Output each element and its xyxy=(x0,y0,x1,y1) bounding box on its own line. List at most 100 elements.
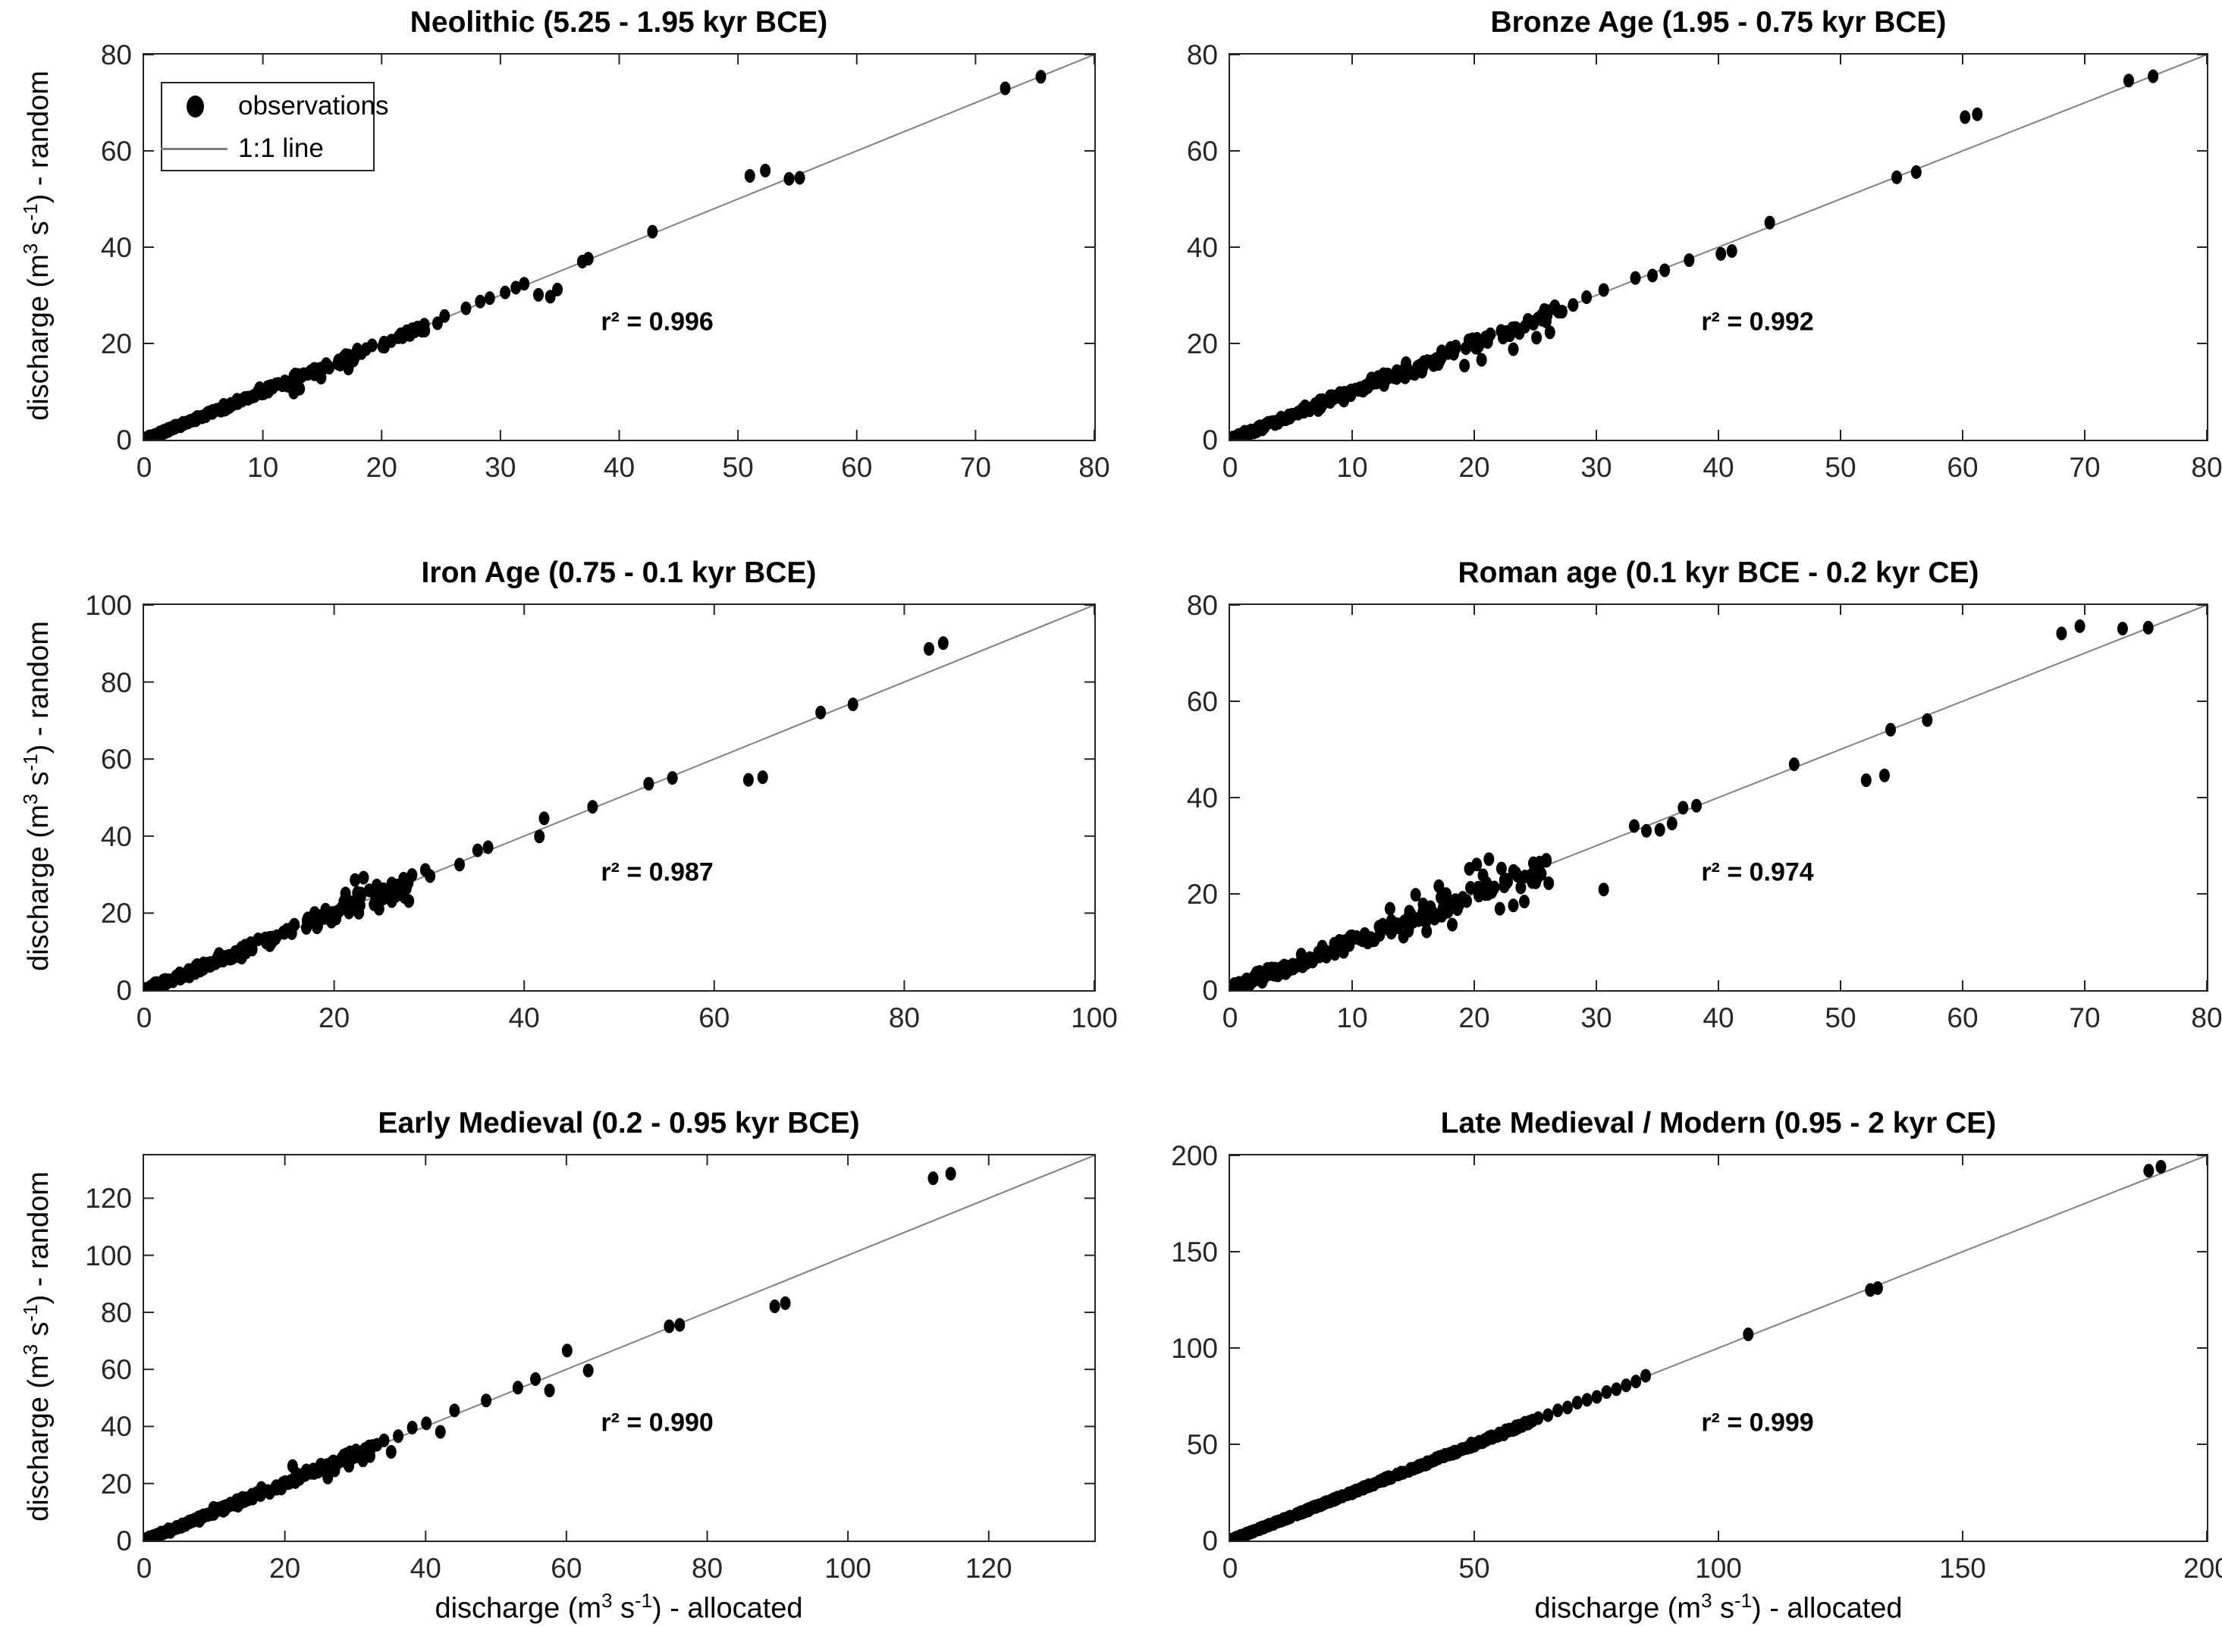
scatter-canvas xyxy=(144,55,1094,440)
x-tick-label: 60 xyxy=(841,452,873,483)
x-tick-label: 20 xyxy=(269,1553,301,1584)
identity-line-icon xyxy=(161,147,228,150)
r-squared-annotation: r² = 0.974 xyxy=(1701,857,1814,887)
x-tick-label: 70 xyxy=(2069,452,2101,483)
y-tick-label: 0 xyxy=(116,425,132,456)
legend-entry-observations: observations xyxy=(162,86,388,126)
x-tick-label: 20 xyxy=(1458,1002,1490,1033)
x-tick-label: 120 xyxy=(965,1553,1012,1584)
y-tick-label: 0 xyxy=(116,1525,132,1556)
x-tick-label: 0 xyxy=(1222,452,1238,483)
plot-area: r² = 0.999 xyxy=(1229,1154,2208,1542)
x-tick-label: 80 xyxy=(2191,1002,2222,1033)
y-tick-label: 60 xyxy=(1186,686,1218,717)
x-tick-label: 100 xyxy=(1695,1553,1742,1584)
x-tick-label: 100 xyxy=(824,1553,872,1584)
x-tick-label: 50 xyxy=(1458,1553,1490,1584)
r-squared-annotation: r² = 0.996 xyxy=(601,307,714,337)
y-tick-label: 20 xyxy=(100,328,132,359)
y-tick-label: 40 xyxy=(100,232,132,263)
r-squared-annotation: r² = 0.990 xyxy=(601,1408,714,1437)
x-tick-label: 0 xyxy=(136,1553,152,1584)
scatter-canvas xyxy=(144,605,1094,990)
scatter-canvas xyxy=(1230,1155,2207,1541)
observation-marker-icon xyxy=(186,95,204,118)
panel-iron-age: Iron Age (0.75 - 0.1 kyr BCE) discharge … xyxy=(0,550,1118,1101)
plot-area: r² = 0.974 xyxy=(1229,603,2208,992)
plot-area: r² = 0.992 xyxy=(1229,53,2208,441)
legend-symbol xyxy=(161,147,228,150)
y-tick-label: 40 xyxy=(1186,782,1218,813)
y-tick-label: 0 xyxy=(1202,425,1218,456)
panel-roman-age: Roman age (0.1 kyr BCE - 0.2 kyr CE) r² … xyxy=(1111,550,2222,1101)
x-tick-label: 80 xyxy=(1078,452,1110,483)
x-axis-label: discharge (m3 s-1) - allocated xyxy=(1534,1591,1903,1625)
x-tick-label: 60 xyxy=(1947,452,1979,483)
panel-title: Roman age (0.1 kyr BCE - 0.2 kyr CE) xyxy=(1458,556,1979,589)
y-tick-label: 20 xyxy=(100,1468,132,1500)
x-tick-label: 0 xyxy=(136,1002,152,1033)
panel-title: Iron Age (0.75 - 0.1 kyr BCE) xyxy=(421,556,817,589)
x-tick-label: 0 xyxy=(1222,1553,1238,1584)
x-tick-label: 150 xyxy=(1939,1553,1986,1584)
panel-neolithic: Neolithic (5.25 - 1.95 kyr BCE) discharg… xyxy=(0,0,1111,550)
plot-area: r² = 0.987 xyxy=(143,603,1096,992)
scatter-canvas xyxy=(1230,605,2207,990)
x-tick-label: 60 xyxy=(551,1553,582,1584)
panel-title: Late Medieval / Modern (0.95 - 2 kyr CE) xyxy=(1440,1107,1997,1139)
legend-label: observations xyxy=(238,91,389,121)
y-tick-label: 100 xyxy=(1171,1333,1218,1364)
legend-label: 1:1 line xyxy=(238,133,324,163)
y-tick-label: 80 xyxy=(100,666,132,698)
x-tick-label: 10 xyxy=(247,452,279,483)
y-tick-label: 150 xyxy=(1171,1237,1218,1268)
x-tick-label: 40 xyxy=(1703,452,1734,483)
x-tick-label: 20 xyxy=(1458,452,1490,483)
scatter-canvas xyxy=(144,1155,1094,1541)
y-tick-label: 0 xyxy=(1202,1525,1218,1556)
panel-early-medieval: Early Medieval (0.2 - 0.95 kyr BCE) disc… xyxy=(0,1101,1111,1652)
panel-title: Bronze Age (1.95 - 0.75 kyr BCE) xyxy=(1490,6,1947,39)
r-squared-annotation: r² = 0.999 xyxy=(1701,1408,1814,1437)
y-tick-label: 0 xyxy=(1202,975,1218,1006)
y-tick-label: 40 xyxy=(100,1411,132,1443)
y-tick-label: 40 xyxy=(1186,232,1218,263)
panel-title: Early Medieval (0.2 - 0.95 kyr BCE) xyxy=(378,1107,860,1139)
x-tick-label: 50 xyxy=(722,452,754,483)
legend-symbol xyxy=(162,95,228,118)
panel-title: Neolithic (5.25 - 1.95 kyr BCE) xyxy=(410,6,828,39)
x-tick-label: 200 xyxy=(2183,1553,2222,1584)
y-tick-label: 80 xyxy=(1186,590,1218,621)
y-tick-label: 20 xyxy=(1186,328,1218,359)
r-squared-annotation: r² = 0.987 xyxy=(601,857,714,887)
y-tick-label: 60 xyxy=(1186,136,1218,167)
y-tick-label: 100 xyxy=(85,590,132,621)
x-tick-label: 60 xyxy=(698,1002,730,1033)
panel-bronze-age: Bronze Age (1.95 - 0.75 kyr BCE) r² = 0.… xyxy=(1111,0,2222,550)
y-tick-label: 40 xyxy=(100,820,132,852)
x-tick-label: 80 xyxy=(888,1002,920,1033)
x-axis-label: discharge (m3 s-1) - allocated xyxy=(435,1591,803,1625)
legend: observations 1:1 line xyxy=(161,82,388,171)
plot-area: r² = 0.990 xyxy=(143,1154,1096,1542)
x-tick-label: 70 xyxy=(2069,1002,2101,1033)
x-tick-label: 80 xyxy=(2191,452,2222,483)
panel-late-medieval-modern: Late Medieval / Modern (0.95 - 2 kyr CE)… xyxy=(1111,1101,2222,1652)
x-tick-label: 50 xyxy=(1825,452,1856,483)
x-tick-label: 40 xyxy=(1703,1002,1734,1033)
x-tick-label: 100 xyxy=(1071,1002,1118,1033)
x-tick-label: 20 xyxy=(366,452,397,483)
x-tick-label: 40 xyxy=(410,1553,441,1584)
x-tick-label: 30 xyxy=(1580,1002,1612,1033)
y-tick-label: 50 xyxy=(1186,1429,1218,1460)
y-tick-label: 60 xyxy=(100,1354,132,1386)
plot-area: observations 1:1 line r² = 0.996 xyxy=(143,53,1096,441)
x-tick-label: 40 xyxy=(508,1002,540,1033)
x-tick-label: 80 xyxy=(691,1553,723,1584)
x-tick-label: 30 xyxy=(1580,452,1612,483)
x-tick-label: 60 xyxy=(1947,1002,1979,1033)
x-tick-label: 70 xyxy=(959,452,991,483)
y-tick-label: 200 xyxy=(1171,1140,1218,1171)
y-tick-label: 20 xyxy=(1186,879,1218,910)
